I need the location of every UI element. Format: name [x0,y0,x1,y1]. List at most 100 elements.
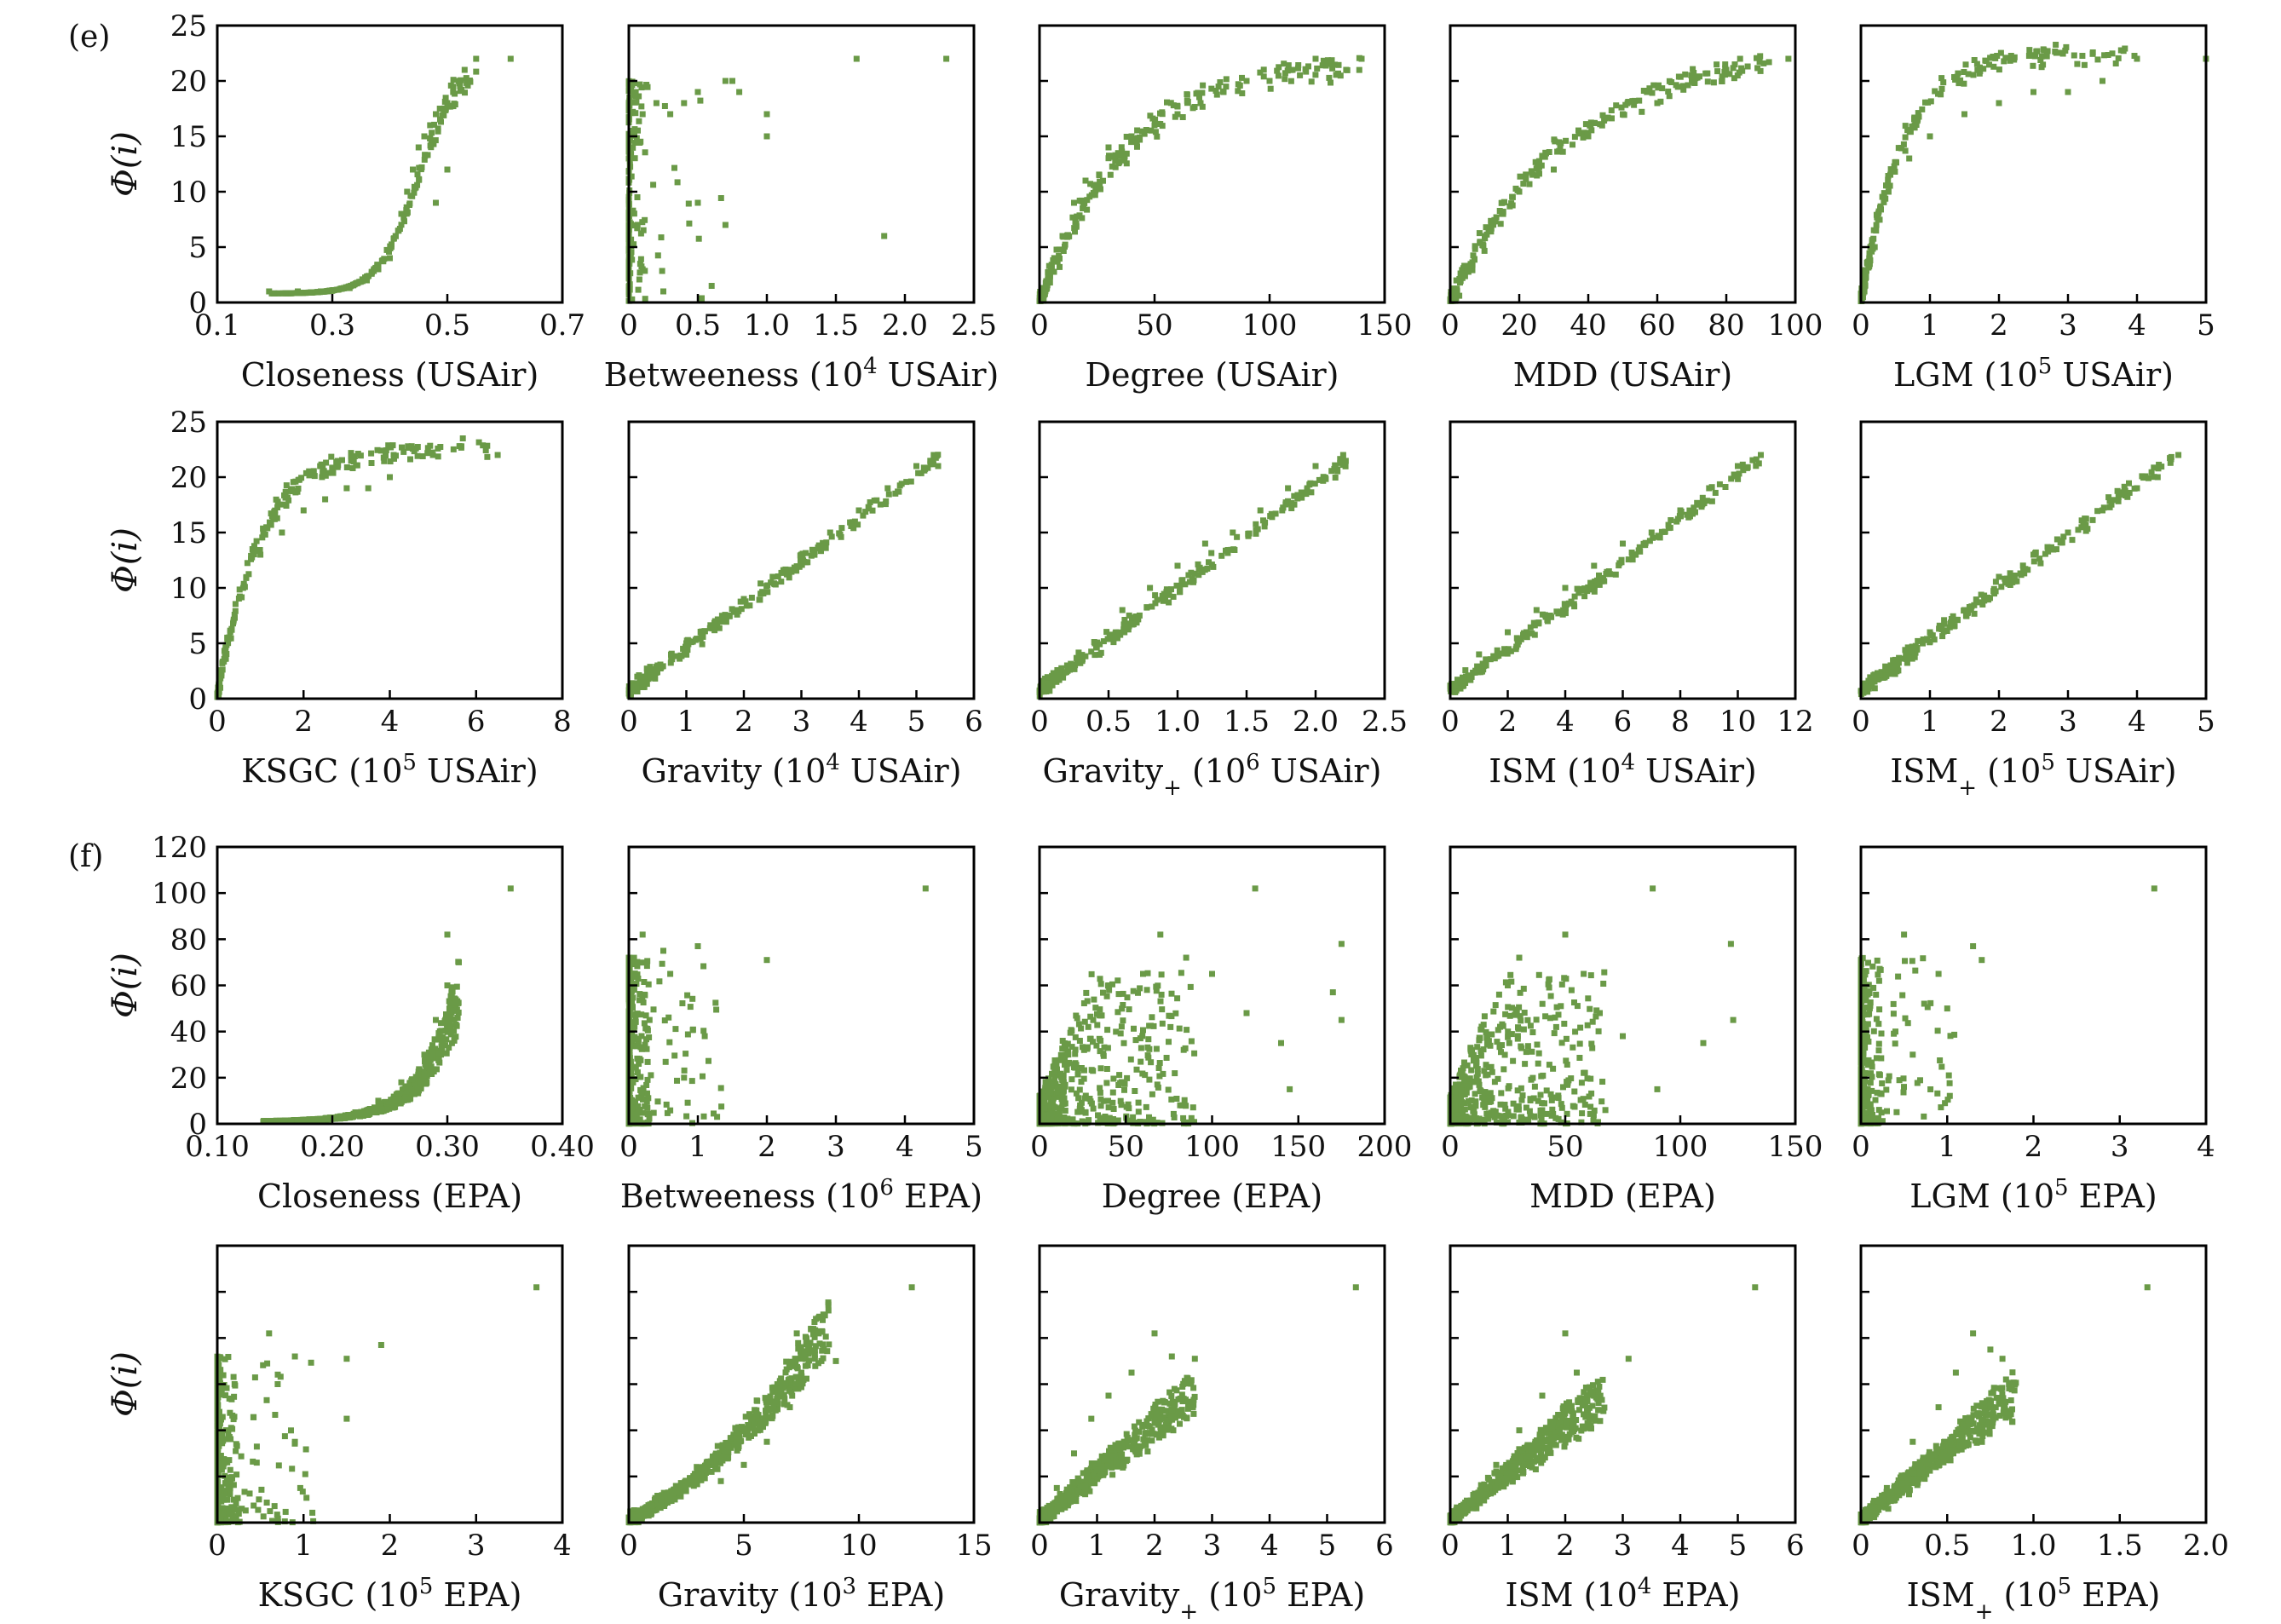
data-point [1186,579,1193,585]
data-point [1533,607,1540,613]
data-point [412,184,419,191]
data-point [1513,635,1520,642]
data-point [1177,589,1184,595]
data-point [1550,1065,1557,1072]
data-point [1723,66,1730,73]
data-point [1104,1027,1111,1034]
data-point [1132,1088,1138,1094]
data-point [1568,987,1575,993]
data-point [1116,158,1123,165]
data-point [1497,221,1504,227]
data-point [1938,626,1945,632]
data-point [630,994,636,1001]
data-point [2052,49,2059,55]
data-point [783,571,790,578]
data-point [1126,1105,1132,1112]
data-point [1120,1002,1126,1008]
data-point [1961,69,1967,75]
data-point [640,678,647,685]
data-point [1565,1077,1572,1084]
data-point [873,497,880,504]
x-tick-label: 2 [1499,705,1518,739]
data-point [348,1112,354,1119]
data-point [636,118,642,124]
data-point [1305,63,1311,70]
x-axis-title: Gravity (104 USAir) [641,750,961,790]
data-point [1513,1009,1520,1016]
x-tick-label: 8 [1671,705,1690,739]
data-point [1121,617,1128,623]
data-point [634,688,641,694]
data-point [1135,1109,1142,1115]
data-point [1070,1061,1077,1068]
data-point [1068,1086,1074,1093]
data-point [2022,566,2029,573]
data-point [769,573,776,580]
data-point [1475,666,1482,673]
data-point [372,1107,378,1113]
data-point [1172,1070,1178,1077]
data-point [642,1012,649,1019]
data-point [1269,514,1276,521]
data-point [1117,1097,1124,1104]
data-point [811,551,818,558]
data-point [716,625,723,631]
data-point [1480,1116,1487,1123]
data-point [1508,978,1515,985]
data-point [632,89,639,95]
data-point [1101,1097,1108,1104]
data-point [1971,57,1978,63]
data-point [1112,158,1119,164]
data-point [1491,1079,1498,1086]
data-point [245,571,252,578]
data-point [395,1096,402,1103]
data-point [793,567,800,574]
data-point [1547,613,1553,619]
data-point [1631,101,1638,108]
data-point [250,550,256,557]
data-point [666,1039,673,1045]
data-point [1040,1089,1046,1096]
data-point [368,460,375,466]
data-point [1071,1064,1077,1071]
data-point [1629,551,1636,558]
data-point [1601,969,1608,976]
data-point [1097,1006,1103,1013]
data-point [331,1114,337,1121]
data-point [639,1109,646,1116]
data-point [318,288,324,295]
data-point [448,990,455,996]
data-point [1574,1003,1581,1010]
data-point [2050,546,2057,553]
data-point [352,1109,359,1115]
x-tick-label: 200 [1357,1130,1413,1164]
data-point [451,1034,458,1040]
series-points [625,452,942,700]
data-point [1185,572,1192,579]
data-point [224,634,231,641]
data-point [1201,567,1208,573]
data-point [429,1042,435,1049]
data-point [1531,631,1538,638]
data-point [1516,1004,1523,1011]
data-point [1962,61,1969,68]
data-point [453,999,459,1006]
data-point [652,675,659,682]
data-point [1980,66,1987,72]
data-point [1557,143,1564,150]
data-point [1541,1100,1547,1107]
data-point [1039,677,1045,684]
data-point [1191,1050,1198,1057]
data-point [1962,613,1969,619]
data-point [1135,616,1142,623]
data-point [1650,534,1656,541]
data-point [1294,495,1301,502]
data-point [641,1020,648,1027]
data-point [248,556,254,562]
data-point [1518,1017,1524,1024]
data-point [1055,1089,1062,1096]
data-point [1333,72,1339,78]
data-point [1585,995,1592,1002]
